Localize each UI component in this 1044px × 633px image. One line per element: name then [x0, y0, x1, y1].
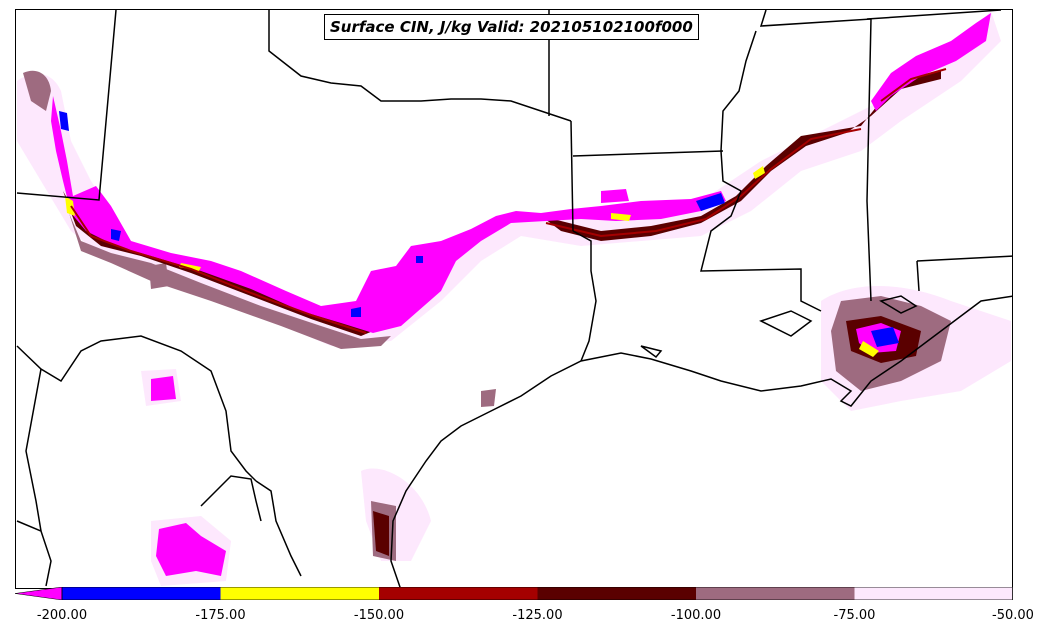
- cin-band-blue: [59, 111, 899, 347]
- colorbar: [15, 587, 1013, 600]
- colorbar-tick-label: -150.00: [353, 608, 405, 623]
- colorbar-bin-3: [379, 587, 538, 600]
- colorbar-bin-2: [220, 587, 379, 600]
- colorbar-under-arrow: [15, 587, 63, 600]
- colorbar-tick-label: -100.00: [670, 608, 722, 623]
- colorbar-tick-label: -125.00: [512, 608, 563, 623]
- colorbar-tick-label: -175.00: [195, 608, 246, 623]
- colorbar-tick-label: -75.00: [833, 608, 876, 623]
- map-canvas: [16, 10, 1012, 588]
- colorbar-bin-6: [854, 587, 1013, 600]
- colorbar-bin-4: [537, 587, 696, 600]
- map-frame: [15, 9, 1013, 589]
- colorbar-outline: [61, 587, 1013, 600]
- cin-band-yellow: [65, 166, 879, 357]
- cin-band-red: [70, 68, 947, 334]
- colorbar-bin-1: [62, 587, 221, 600]
- cin-band-darkred: [63, 71, 941, 556]
- colorbar-bin-5: [696, 587, 855, 600]
- state-borders: [16, 10, 1012, 587]
- colorbar-tick-label: -50.00: [992, 608, 1034, 623]
- map-title: Surface CIN, J/kg Valid: 202105102100f00…: [324, 14, 699, 40]
- colorbar-tick-label: -200.00: [36, 608, 88, 623]
- coastline: [390, 295, 1012, 588]
